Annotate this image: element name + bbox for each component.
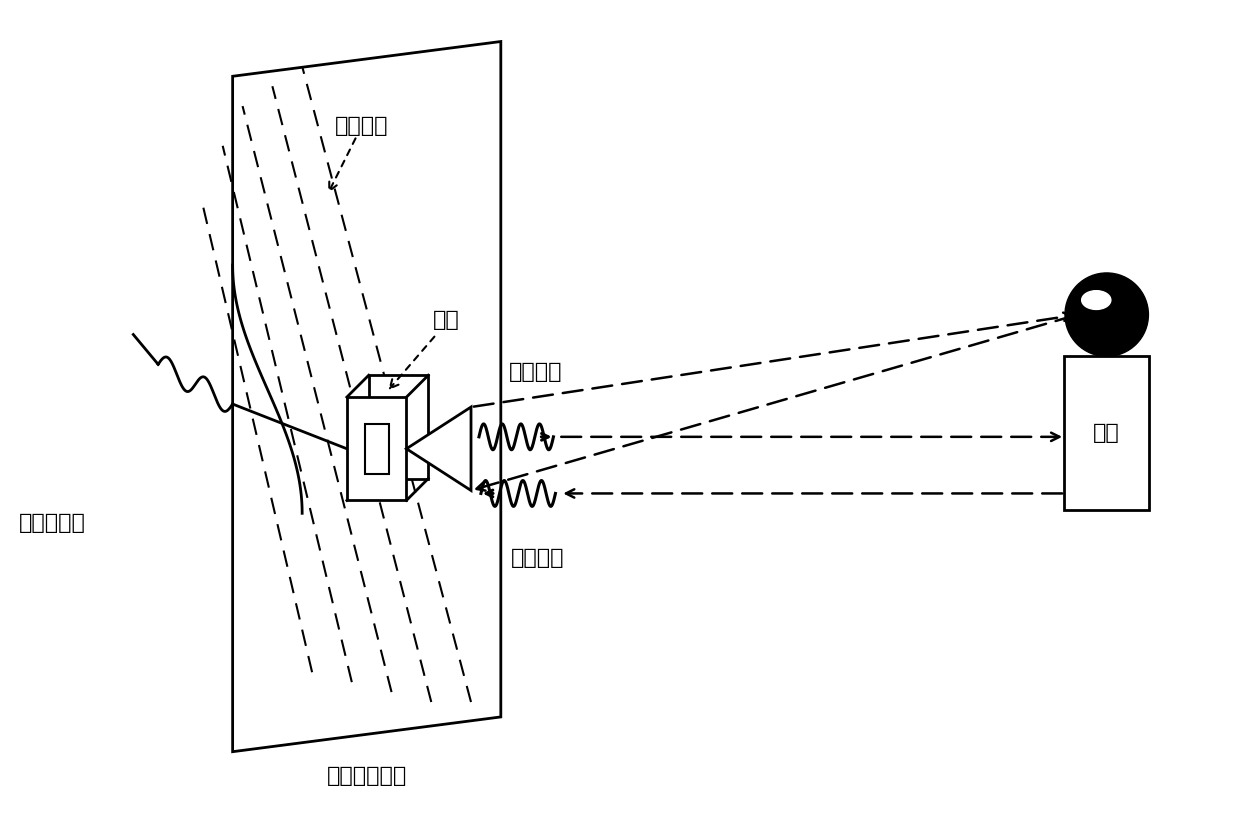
Text: 回波信号: 回波信号: [511, 548, 564, 568]
Text: 支架: 支架: [1094, 424, 1120, 443]
Text: 运动轨迹: 运动轨迹: [335, 116, 388, 136]
Text: 发射信号: 发射信号: [510, 363, 563, 382]
Text: 射频传输线: 射频传输线: [19, 513, 86, 533]
Polygon shape: [347, 397, 407, 500]
Bar: [1064, 356, 1149, 510]
Ellipse shape: [1081, 291, 1111, 310]
Polygon shape: [368, 375, 428, 479]
Polygon shape: [407, 407, 471, 490]
Circle shape: [1065, 273, 1148, 356]
Text: 机箱: 机箱: [433, 310, 460, 330]
Text: 二维运动平台: 二维运动平台: [326, 766, 407, 786]
